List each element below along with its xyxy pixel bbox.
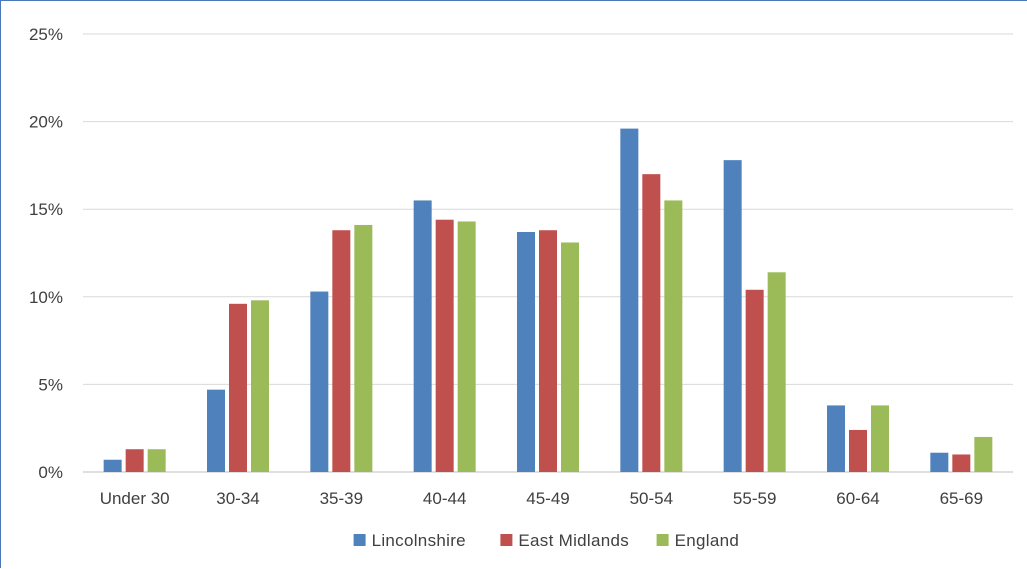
bar-east-midlands-1 xyxy=(229,303,247,472)
bars xyxy=(103,128,993,473)
bar-england-5 xyxy=(664,200,683,472)
bar-east-midlands-4 xyxy=(539,230,557,472)
y-tick-label: 5% xyxy=(38,375,63,394)
x-category-label: 65-69 xyxy=(940,489,983,508)
x-category-label: Under 30 xyxy=(100,489,170,508)
x-category-label: 60-64 xyxy=(836,489,879,508)
y-tick-label: 15% xyxy=(29,200,63,219)
bar-lincolnshire-0 xyxy=(103,459,122,472)
x-axis-category-labels: Under 30 30-34 35-39 40-44 45-49 50-54 55-59 60… xyxy=(100,489,983,508)
x-category-label: 40-44 xyxy=(423,489,466,508)
bar-east-midlands-6 xyxy=(745,289,764,472)
x-category-label: 30-34 xyxy=(216,489,259,508)
bar-lincolnshire-7 xyxy=(827,405,845,472)
legend-swatch-england xyxy=(656,534,669,546)
x-category-label: 50-54 xyxy=(630,489,673,508)
y-tick-label: 0% xyxy=(38,463,63,482)
bar-lincolnshire-2 xyxy=(310,291,329,472)
bar-england-2 xyxy=(354,224,373,472)
y-tick-label: 25% xyxy=(29,25,63,44)
legend-swatch-lincolnshire xyxy=(353,534,366,546)
legend-label: England xyxy=(675,531,740,550)
bar-lincolnshire-5 xyxy=(620,128,639,472)
y-axis-tick-labels: 0% 5% 10% 15% 20% 25% xyxy=(29,25,63,482)
bar-england-3 xyxy=(457,221,476,472)
bar-lincolnshire-1 xyxy=(207,389,225,472)
bar-england-7 xyxy=(871,405,889,472)
bar-england-1 xyxy=(251,300,269,472)
x-category-label: 35-39 xyxy=(320,489,363,508)
x-category-label: 55-59 xyxy=(733,489,776,508)
y-tick-label: 20% xyxy=(29,113,63,132)
bar-england-8 xyxy=(974,436,993,472)
bar-lincolnshire-6 xyxy=(723,160,742,473)
bar-east-midlands-5 xyxy=(642,174,661,472)
bar-east-midlands-2 xyxy=(332,230,351,472)
legend-label: East Midlands xyxy=(518,531,629,550)
legend: Lincolnshire East Midlands England xyxy=(353,531,740,550)
bar-england-6 xyxy=(767,272,786,472)
bar-lincolnshire-4 xyxy=(517,231,535,472)
y-tick-label: 10% xyxy=(29,288,63,307)
bar-east-midlands-3 xyxy=(435,219,454,472)
x-category-label: 45-49 xyxy=(526,489,569,508)
bar-east-midlands-8 xyxy=(952,454,971,472)
legend-label: Lincolnshire xyxy=(372,531,466,550)
legend-swatch-east-midlands xyxy=(500,534,513,546)
bar-east-midlands-0 xyxy=(125,449,144,472)
bar-england-4 xyxy=(561,242,579,472)
bar-lincolnshire-3 xyxy=(413,200,432,472)
bar-east-midlands-7 xyxy=(849,429,867,472)
bar-england-0 xyxy=(147,449,166,472)
bar-lincolnshire-8 xyxy=(930,452,949,472)
